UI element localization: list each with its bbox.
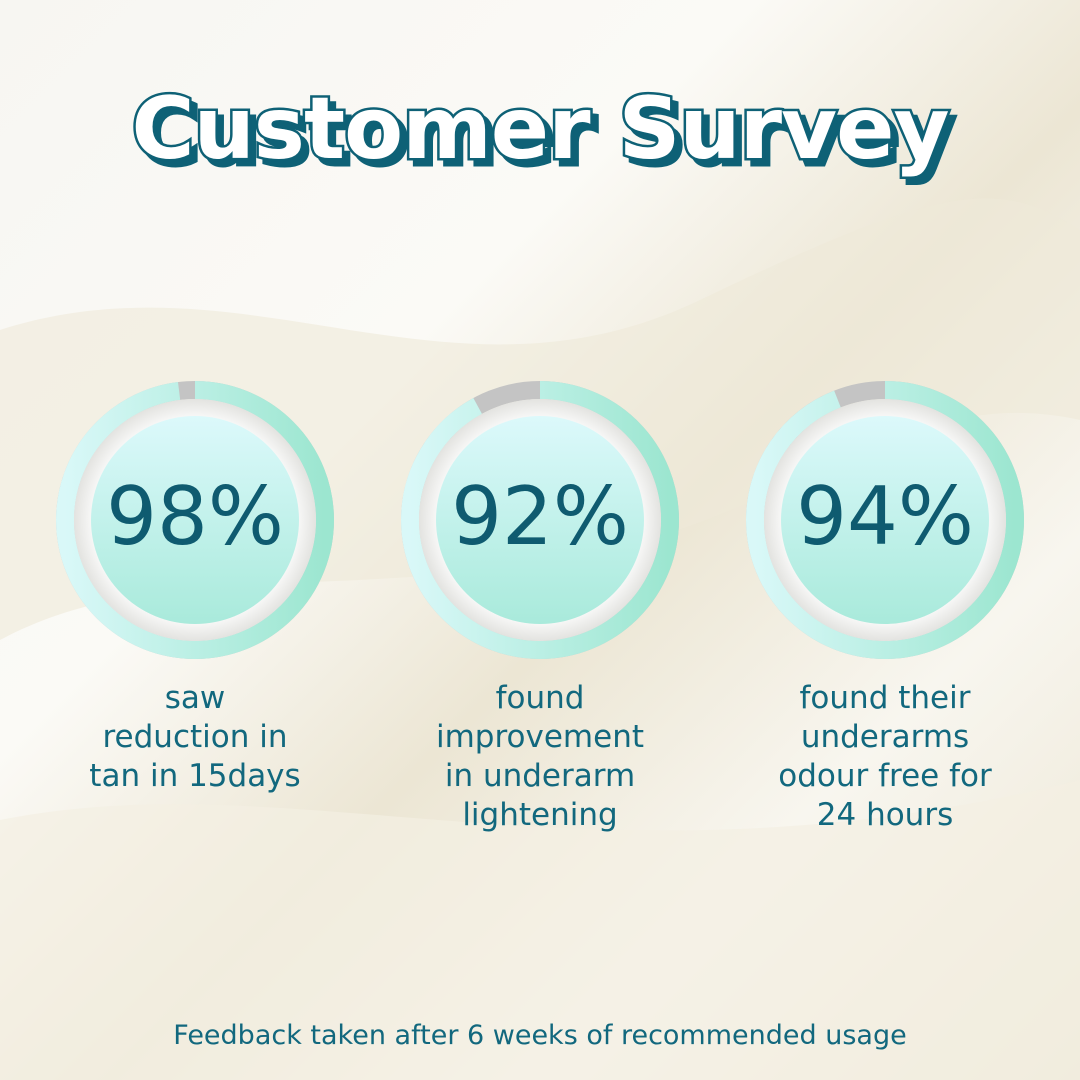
description-line: found: [496, 680, 585, 716]
percentage: 98%: [106, 470, 284, 563]
description-line: 24 hours: [817, 797, 953, 833]
background-wave: [0, 780, 1080, 1080]
inner-disc: [781, 416, 989, 624]
description-line: in underarm: [445, 758, 635, 794]
ring-progress: [401, 381, 679, 659]
description-line: lightening: [462, 797, 617, 833]
description-line: improvement: [436, 719, 644, 755]
description-line: saw: [165, 680, 226, 716]
footnote: Feedback taken after 6 weeks of recommen…: [173, 1020, 906, 1051]
description-line: tan in 15days: [89, 758, 300, 794]
description-line: found their: [800, 680, 971, 716]
inner-disc: [91, 416, 299, 624]
description-line: reduction in: [102, 719, 287, 755]
percentage: 94%: [796, 470, 974, 563]
description-line: underarms: [801, 719, 969, 755]
description-line: odour free for: [778, 758, 992, 794]
title: Customer Survey: [131, 79, 948, 179]
title-shadow: Customer Survey: [137, 85, 954, 185]
percentage: 92%: [451, 470, 629, 563]
ring-progress: [56, 381, 334, 659]
ring-progress: [746, 381, 1024, 659]
inner-disc: [436, 416, 644, 624]
